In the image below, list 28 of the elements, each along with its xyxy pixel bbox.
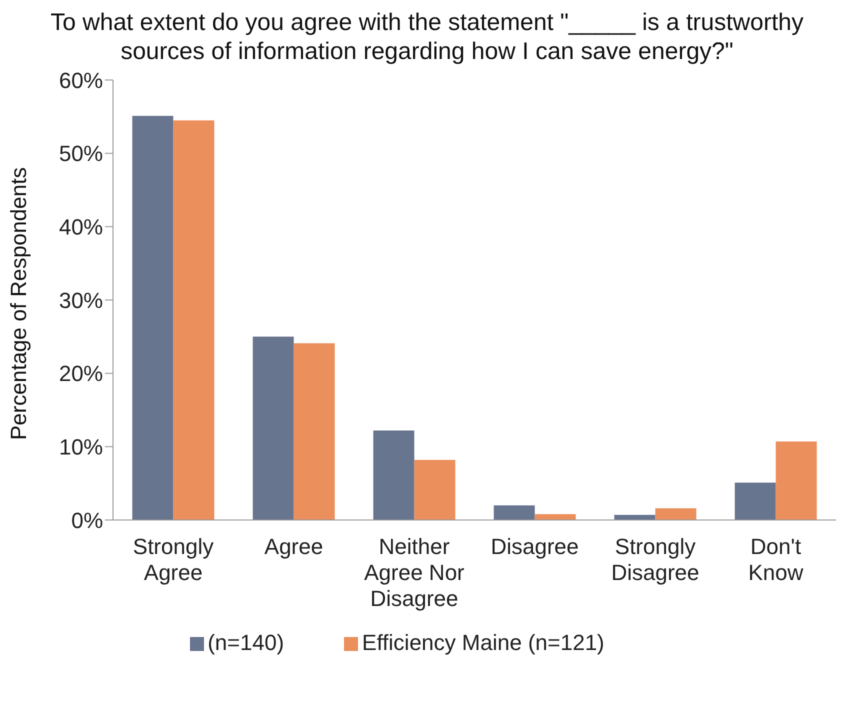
x-tick-label: Don't Know: [748, 534, 804, 585]
y-tick-label: 10%: [58, 434, 103, 460]
bar: [294, 343, 335, 520]
bar: [655, 508, 696, 520]
bar: [534, 514, 576, 520]
legend-label: Efficiency Maine (n=121): [362, 630, 604, 655]
bar: [734, 482, 776, 520]
y-axis-title: Percentage of Respondents: [6, 167, 31, 440]
legend-label: (n=140): [208, 630, 284, 655]
y-tick-label: 30%: [58, 288, 103, 313]
y-tick-label: 0%: [71, 508, 103, 533]
bar: [132, 116, 174, 520]
y-tick-label: 60%: [58, 68, 103, 93]
chart-title: To what extent do you agree with the statement "_____ is a trustworthy sources of information regarding how I can save energy?": [50, 8, 804, 66]
bar: [252, 336, 294, 520]
y-tick-label: 40%: [58, 214, 103, 240]
bar: [373, 430, 414, 520]
y-tick-label: 50%: [58, 141, 103, 166]
x-tick-label: Disagree: [490, 534, 579, 559]
x-tick-label: Agree: [264, 534, 324, 559]
bar: [776, 442, 817, 520]
x-tick-label: Strongly Agree: [132, 534, 214, 585]
bar: [414, 460, 456, 520]
y-tick-label: 20%: [58, 361, 103, 386]
bar: [173, 120, 214, 520]
bar: [494, 505, 535, 520]
x-tick-label: Neither Agree Nor Disagree: [364, 534, 464, 611]
x-tick-label: Strongly Disagree: [611, 534, 700, 585]
